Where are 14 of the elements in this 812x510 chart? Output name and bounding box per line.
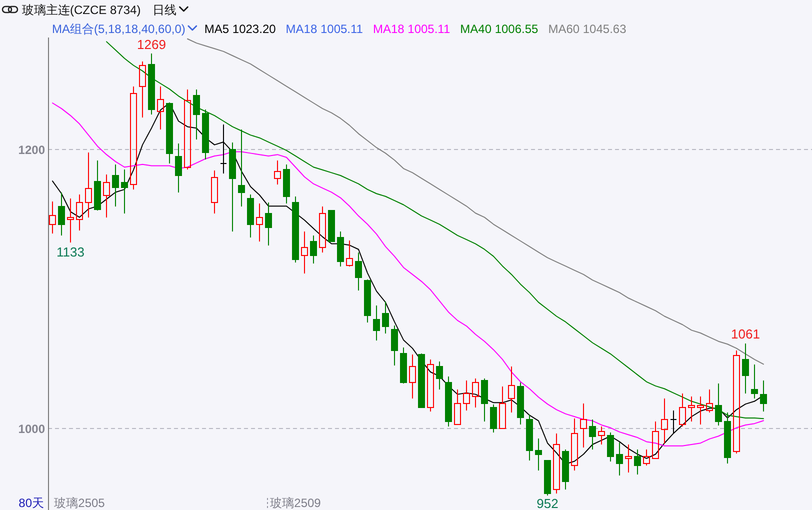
y-tick-label: 1000 — [18, 422, 46, 436]
chart-subtitle: 日线 — [152, 3, 177, 17]
text: 80天 — [18, 496, 44, 510]
legend-title: MA组合(5,18,18,40,60,0) — [52, 22, 186, 36]
annotation: 1133 — [56, 244, 84, 260]
y-tick-label: 1200 — [18, 143, 46, 157]
legend-label: MA18 1005.11 — [286, 22, 364, 36]
chart-title: 玻璃主连(CZCE 8734) — [22, 3, 141, 17]
annotation: 1269 — [137, 36, 166, 52]
x-tick-label: 玻璃2509 — [270, 496, 322, 510]
annotation: 1061 — [731, 326, 760, 342]
annotation: 952 — [536, 496, 558, 510]
legend: MA组合(5,18,18,40,60,0) MA5 1023.20 MA18 1005.11 MA18 1005.11 MA40 1006.55 MA60 1045.63 — [52, 22, 626, 36]
x-tick-label: 玻璃2505 — [54, 496, 106, 510]
